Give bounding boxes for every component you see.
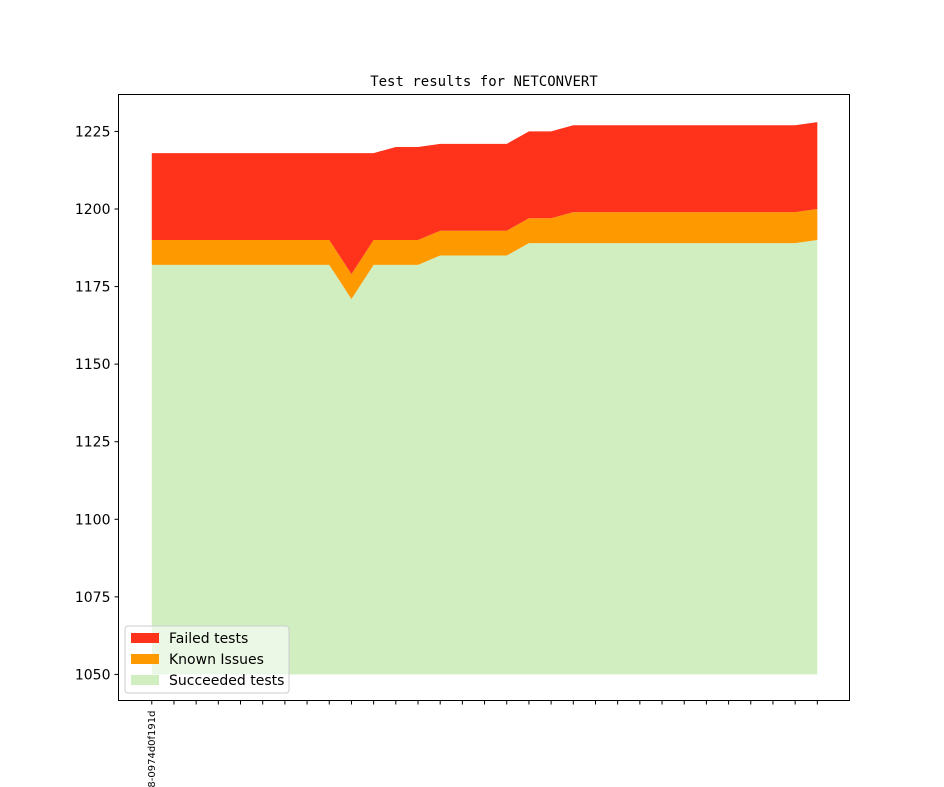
chart-title: Test results for NETCONVERT — [370, 74, 598, 90]
x-axis: 8-0974d0f191d — [147, 700, 818, 787]
legend-swatch-failed — [131, 633, 159, 643]
area-failed-tests — [151, 122, 818, 275]
y-tick-label: 1200 — [75, 202, 111, 218]
legend-label-failed: Failed tests — [169, 631, 248, 647]
y-tick-label: 1150 — [75, 357, 111, 373]
y-tick-label: 1050 — [75, 667, 111, 683]
plot-frame — [118, 94, 850, 701]
legend-swatch-known — [131, 654, 159, 664]
legend: Failed tests Known Issues Succeeded test… — [124, 625, 290, 694]
y-tick-label: 1225 — [75, 124, 111, 140]
y-tick-label: 1175 — [75, 280, 111, 296]
y-tick-label: 1075 — [75, 590, 111, 606]
legend-swatch-succeeded — [131, 675, 159, 685]
legend-label-known: Known Issues — [169, 652, 264, 668]
legend-label-succeeded: Succeeded tests — [169, 673, 284, 689]
x-tick-label: 8-0974d0f191d — [147, 711, 158, 787]
y-axis: 1050 1075 1100 1125 1150 1175 1200 1225 — [75, 124, 119, 683]
y-tick-label: 1100 — [75, 512, 111, 528]
area-known-issues — [151, 208, 818, 299]
y-tick-label: 1125 — [75, 435, 111, 451]
areas-group — [151, 122, 818, 675]
legend-box — [124, 625, 290, 694]
area-succeeded-tests — [151, 240, 818, 675]
